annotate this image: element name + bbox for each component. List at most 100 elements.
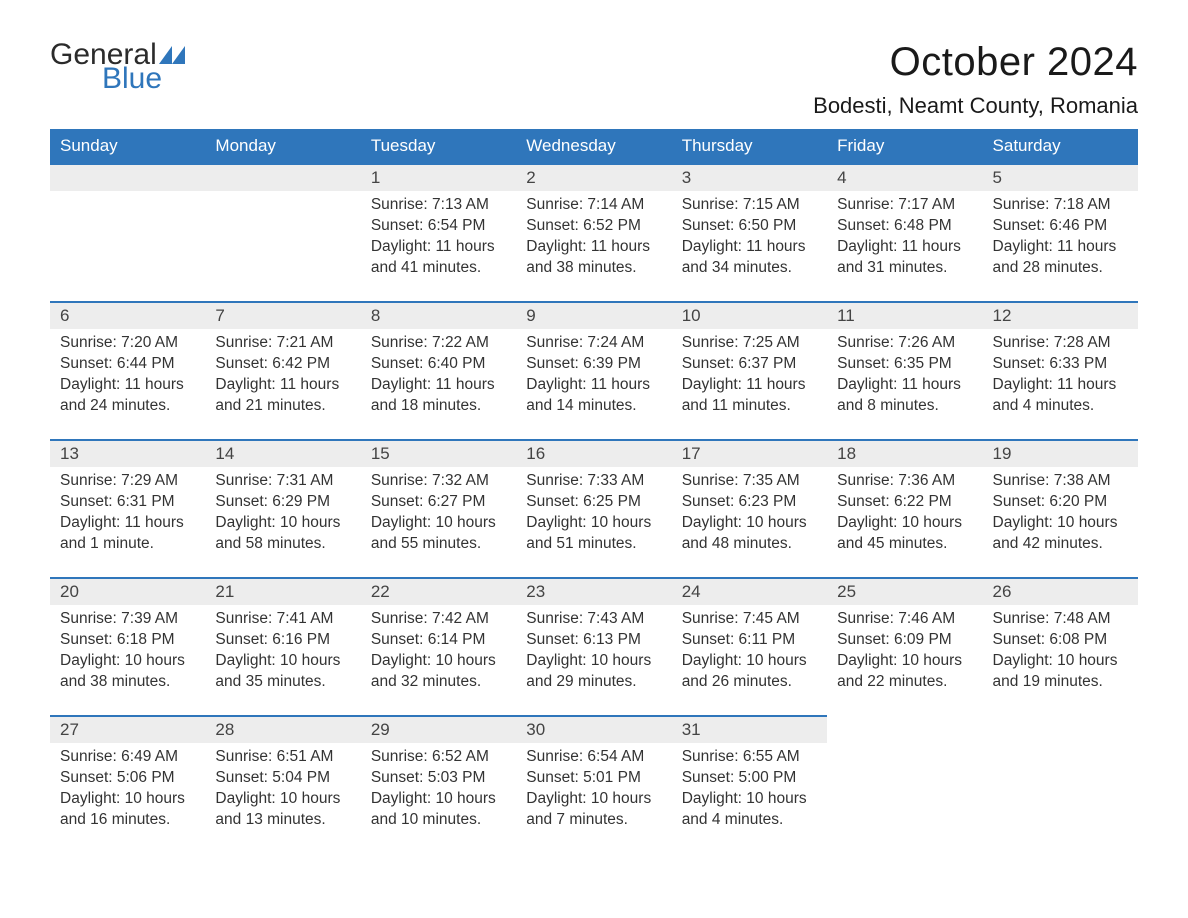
weekday-header: Wednesday (516, 129, 671, 163)
day-content: Sunrise: 7:45 AMSunset: 6:11 PMDaylight:… (672, 605, 827, 699)
day-content: Sunrise: 7:20 AMSunset: 6:44 PMDaylight:… (50, 329, 205, 423)
daylight-line: Daylight: 10 hours and 29 minutes. (526, 651, 661, 693)
day-content: Sunrise: 7:26 AMSunset: 6:35 PMDaylight:… (827, 329, 982, 423)
sunrise-line: Sunrise: 7:39 AM (60, 609, 195, 630)
logo-word2: Blue (102, 64, 185, 94)
sunset-line: Sunset: 6:08 PM (993, 630, 1128, 651)
sunset-line: Sunset: 6:50 PM (682, 216, 817, 237)
sunset-line: Sunset: 6:13 PM (526, 630, 661, 651)
sunset-line: Sunset: 6:20 PM (993, 492, 1128, 513)
daylight-line: Daylight: 11 hours and 11 minutes. (682, 375, 817, 417)
calendar-cell: 21Sunrise: 7:41 AMSunset: 6:16 PMDayligh… (205, 577, 360, 715)
calendar-cell: 29Sunrise: 6:52 AMSunset: 5:03 PMDayligh… (361, 715, 516, 853)
daylight-line: Daylight: 11 hours and 41 minutes. (371, 237, 506, 279)
day-content: Sunrise: 7:38 AMSunset: 6:20 PMDaylight:… (983, 467, 1138, 561)
day-content: Sunrise: 7:28 AMSunset: 6:33 PMDaylight:… (983, 329, 1138, 423)
sunrise-line: Sunrise: 7:48 AM (993, 609, 1128, 630)
daylight-line: Daylight: 11 hours and 14 minutes. (526, 375, 661, 417)
daylight-line: Daylight: 10 hours and 58 minutes. (215, 513, 350, 555)
calendar-cell: 1Sunrise: 7:13 AMSunset: 6:54 PMDaylight… (361, 163, 516, 301)
daylight-line: Daylight: 11 hours and 24 minutes. (60, 375, 195, 417)
sunset-line: Sunset: 6:31 PM (60, 492, 195, 513)
sunrise-line: Sunrise: 7:42 AM (371, 609, 506, 630)
daylight-line: Daylight: 11 hours and 1 minute. (60, 513, 195, 555)
day-content: Sunrise: 7:48 AMSunset: 6:08 PMDaylight:… (983, 605, 1138, 699)
day-content: Sunrise: 6:52 AMSunset: 5:03 PMDaylight:… (361, 743, 516, 837)
calendar-cell: 28Sunrise: 6:51 AMSunset: 5:04 PMDayligh… (205, 715, 360, 853)
day-number: 8 (361, 301, 516, 329)
day-number (827, 715, 982, 741)
daylight-line: Daylight: 10 hours and 4 minutes. (682, 789, 817, 831)
sunset-line: Sunset: 6:54 PM (371, 216, 506, 237)
day-content: Sunrise: 7:17 AMSunset: 6:48 PMDaylight:… (827, 191, 982, 285)
day-content: Sunrise: 7:21 AMSunset: 6:42 PMDaylight:… (205, 329, 360, 423)
sunrise-line: Sunrise: 6:54 AM (526, 747, 661, 768)
day-number: 6 (50, 301, 205, 329)
sunrise-line: Sunrise: 7:35 AM (682, 471, 817, 492)
sunset-line: Sunset: 5:03 PM (371, 768, 506, 789)
calendar-cell: 14Sunrise: 7:31 AMSunset: 6:29 PMDayligh… (205, 439, 360, 577)
daylight-line: Daylight: 11 hours and 28 minutes. (993, 237, 1128, 279)
calendar-cell: 30Sunrise: 6:54 AMSunset: 5:01 PMDayligh… (516, 715, 671, 853)
calendar-week: 13Sunrise: 7:29 AMSunset: 6:31 PMDayligh… (50, 439, 1138, 577)
day-number: 19 (983, 439, 1138, 467)
sunrise-line: Sunrise: 7:45 AM (682, 609, 817, 630)
sunrise-line: Sunrise: 6:49 AM (60, 747, 195, 768)
sunset-line: Sunset: 6:11 PM (682, 630, 817, 651)
day-number: 2 (516, 163, 671, 191)
day-content: Sunrise: 7:35 AMSunset: 6:23 PMDaylight:… (672, 467, 827, 561)
day-number: 18 (827, 439, 982, 467)
calendar-cell (827, 715, 982, 853)
day-number: 9 (516, 301, 671, 329)
calendar-cell: 3Sunrise: 7:15 AMSunset: 6:50 PMDaylight… (672, 163, 827, 301)
sunset-line: Sunset: 6:16 PM (215, 630, 350, 651)
sunset-line: Sunset: 6:44 PM (60, 354, 195, 375)
title-block: October 2024 Bodesti, Neamt County, Roma… (813, 40, 1138, 119)
calendar-cell: 31Sunrise: 6:55 AMSunset: 5:00 PMDayligh… (672, 715, 827, 853)
calendar-cell: 25Sunrise: 7:46 AMSunset: 6:09 PMDayligh… (827, 577, 982, 715)
sunset-line: Sunset: 6:52 PM (526, 216, 661, 237)
day-number: 24 (672, 577, 827, 605)
month-title: October 2024 (813, 40, 1138, 85)
calendar-cell: 12Sunrise: 7:28 AMSunset: 6:33 PMDayligh… (983, 301, 1138, 439)
daylight-line: Daylight: 10 hours and 19 minutes. (993, 651, 1128, 693)
daylight-line: Daylight: 10 hours and 13 minutes. (215, 789, 350, 831)
weekday-header: Monday (205, 129, 360, 163)
calendar-week: 6Sunrise: 7:20 AMSunset: 6:44 PMDaylight… (50, 301, 1138, 439)
day-content: Sunrise: 7:43 AMSunset: 6:13 PMDaylight:… (516, 605, 671, 699)
sunrise-line: Sunrise: 7:41 AM (215, 609, 350, 630)
day-number: 4 (827, 163, 982, 191)
calendar-cell: 22Sunrise: 7:42 AMSunset: 6:14 PMDayligh… (361, 577, 516, 715)
day-content: Sunrise: 6:49 AMSunset: 5:06 PMDaylight:… (50, 743, 205, 837)
day-content: Sunrise: 7:46 AMSunset: 6:09 PMDaylight:… (827, 605, 982, 699)
sunrise-line: Sunrise: 7:20 AM (60, 333, 195, 354)
calendar-cell: 4Sunrise: 7:17 AMSunset: 6:48 PMDaylight… (827, 163, 982, 301)
daylight-line: Daylight: 10 hours and 32 minutes. (371, 651, 506, 693)
sunset-line: Sunset: 6:14 PM (371, 630, 506, 651)
day-content: Sunrise: 7:36 AMSunset: 6:22 PMDaylight:… (827, 467, 982, 561)
sunrise-line: Sunrise: 7:18 AM (993, 195, 1128, 216)
calendar-table: SundayMondayTuesdayWednesdayThursdayFrid… (50, 129, 1138, 853)
day-number: 20 (50, 577, 205, 605)
header: General Blue October 2024 Bodesti, Neamt… (50, 40, 1138, 119)
weekday-header: Sunday (50, 129, 205, 163)
daylight-line: Daylight: 10 hours and 22 minutes. (837, 651, 972, 693)
sunrise-line: Sunrise: 7:43 AM (526, 609, 661, 630)
calendar-head: SundayMondayTuesdayWednesdayThursdayFrid… (50, 129, 1138, 163)
day-number: 27 (50, 715, 205, 743)
day-content: Sunrise: 7:39 AMSunset: 6:18 PMDaylight:… (50, 605, 205, 699)
sunrise-line: Sunrise: 7:26 AM (837, 333, 972, 354)
day-number: 25 (827, 577, 982, 605)
sunset-line: Sunset: 6:40 PM (371, 354, 506, 375)
sunset-line: Sunset: 6:18 PM (60, 630, 195, 651)
day-content: Sunrise: 6:51 AMSunset: 5:04 PMDaylight:… (205, 743, 360, 837)
calendar-cell: 20Sunrise: 7:39 AMSunset: 6:18 PMDayligh… (50, 577, 205, 715)
sunset-line: Sunset: 6:42 PM (215, 354, 350, 375)
calendar-cell: 11Sunrise: 7:26 AMSunset: 6:35 PMDayligh… (827, 301, 982, 439)
day-content: Sunrise: 7:41 AMSunset: 6:16 PMDaylight:… (205, 605, 360, 699)
logo-flag-icon (159, 46, 185, 64)
sunset-line: Sunset: 5:00 PM (682, 768, 817, 789)
day-content: Sunrise: 6:55 AMSunset: 5:00 PMDaylight:… (672, 743, 827, 837)
day-content: Sunrise: 7:15 AMSunset: 6:50 PMDaylight:… (672, 191, 827, 285)
day-number: 14 (205, 439, 360, 467)
